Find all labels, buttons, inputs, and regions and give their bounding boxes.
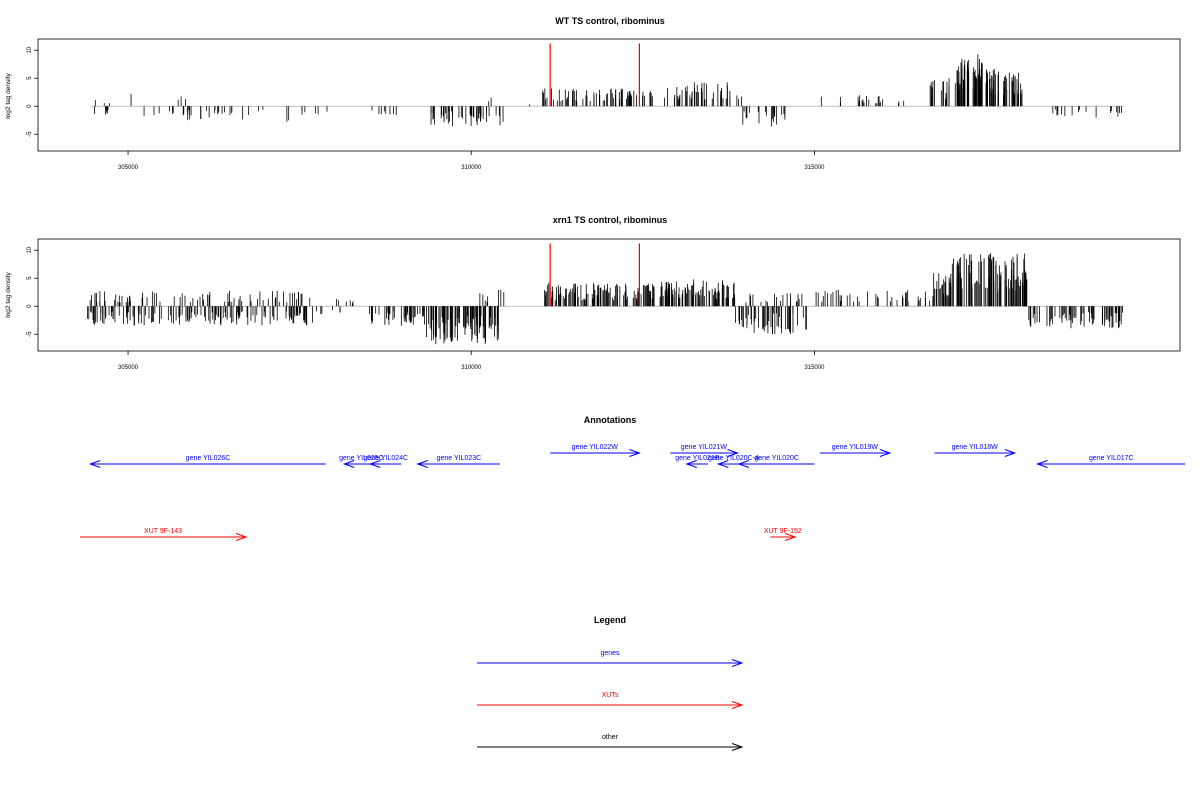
legend-gene-arrow	[477, 659, 744, 667]
arrow-head	[731, 701, 744, 709]
y-axis-label: log2 tag density	[5, 72, 12, 118]
y-tick-label: -5	[27, 131, 33, 137]
x-tick-label: 305000	[118, 165, 139, 171]
legend-xut-arrow	[477, 701, 744, 709]
gene-arrow	[685, 460, 709, 468]
gene-arrow	[88, 460, 326, 468]
y-tick-label: 10	[27, 246, 33, 253]
x-axis: 305000 310000 315000	[118, 351, 825, 371]
feature-label: gene YIL025C	[339, 455, 384, 462]
feature-label: gene YIL021B	[675, 455, 720, 462]
gene-arrow	[416, 460, 501, 468]
legend-label: XUTs	[602, 692, 619, 699]
marker-layer	[549, 243, 640, 307]
legend: Legend genes XUTs other	[477, 615, 744, 751]
legend-label: other	[602, 734, 619, 741]
x-tick-label: 315000	[804, 165, 825, 171]
bar-layer	[87, 253, 1124, 345]
marker-layer	[549, 43, 640, 107]
y-tick-label: 5	[27, 276, 33, 280]
gene-arrow	[1035, 460, 1186, 468]
arrow-head	[235, 533, 248, 541]
panel-title: WT TS control, ribominus	[555, 16, 665, 26]
legend-other-arrow	[477, 743, 744, 751]
feature-label: gene YIL020C-A	[708, 455, 760, 462]
arrow-head	[731, 743, 744, 751]
y-axis: -5 0 5 10	[27, 46, 38, 137]
x-tick-label: 305000	[118, 365, 139, 371]
y-tick-label: 10	[27, 46, 33, 53]
y-tick-label: -5	[27, 331, 33, 337]
arrow-head	[342, 460, 355, 468]
bar-layer	[90, 54, 1124, 127]
arrow-head	[1035, 460, 1048, 468]
feature-label: XUT 9F-143	[144, 528, 182, 535]
arrow-head	[785, 533, 797, 541]
x-tick-label: 315000	[804, 365, 825, 371]
gene-arrow	[934, 449, 1017, 457]
y-tick-label: 5	[27, 76, 33, 80]
arrow-head	[416, 460, 428, 468]
panel-title: xrn1 TS control, ribominus	[553, 215, 668, 225]
feature-label: gene YIL019W	[832, 444, 879, 451]
feature-label: XUT 9F-152	[764, 528, 802, 535]
feature-label: gene YIL020C	[754, 455, 799, 462]
feature-label: gene YIL026C	[186, 455, 231, 462]
feature-label: gene YIL022W	[572, 444, 619, 451]
x-tick-label: 310000	[461, 365, 482, 371]
coverage-panel-xrn1: xrn1 TS control, ribominus log2 tag dens…	[5, 215, 1181, 371]
legend-title: Legend	[594, 615, 626, 625]
coverage-panel-wt: WT TS control, ribominus log2 tag densit…	[5, 16, 1181, 171]
legend-items: genes XUTs other	[477, 650, 744, 751]
arrow-head	[727, 449, 740, 457]
y-axis-label: log2 tag density	[5, 271, 12, 317]
plot-frame	[37, 238, 1181, 352]
gene-arrow	[737, 460, 815, 468]
arrow-head	[685, 460, 697, 468]
feature-label: gene YIL023C	[437, 455, 482, 462]
plot-frame	[37, 38, 1181, 152]
arrow-head	[731, 659, 744, 667]
x-axis: 305000 310000 315000	[118, 151, 825, 171]
arrow-head	[737, 460, 750, 468]
arrow-head	[1004, 449, 1017, 457]
feature-label: gene YIL018W	[952, 444, 999, 451]
xut-arrow	[770, 533, 797, 541]
gene-arrow	[819, 449, 892, 457]
annotations-panel: Annotations gene YIL026C gene YIL025Cgene…	[80, 415, 1186, 541]
feature-label: gene YIL017C	[1089, 455, 1134, 462]
gene-arrow	[670, 449, 740, 457]
x-tick-label: 310000	[461, 165, 482, 171]
arrow-head	[879, 449, 892, 457]
y-tick-label: 0	[27, 304, 33, 308]
xut-arrow	[80, 533, 248, 541]
annotations-title: Annotations	[584, 415, 637, 425]
y-tick-label: 0	[27, 104, 33, 108]
gene-arrow	[368, 460, 402, 468]
feature-label: gene YIL024C	[363, 455, 408, 462]
arrow-head	[368, 460, 381, 468]
arrow-head	[716, 460, 729, 468]
y-axis: -5 0 5 10	[27, 246, 38, 337]
legend-label: genes	[600, 650, 620, 657]
feature-label: gene YIL021W	[681, 444, 728, 451]
gene-arrow	[550, 449, 641, 457]
arrow-head	[88, 460, 101, 468]
arrow-head	[629, 449, 641, 457]
